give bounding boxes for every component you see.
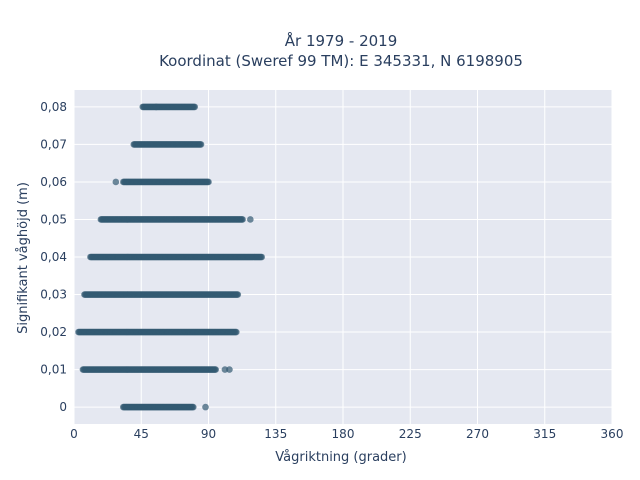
y-tick-label: 0,06 bbox=[40, 175, 67, 189]
data-point bbox=[191, 103, 199, 111]
point-row bbox=[81, 291, 242, 298]
x-axis-title: Vågriktning (grader) bbox=[275, 450, 406, 465]
y-tick-label: 0,02 bbox=[40, 325, 67, 339]
data-point bbox=[258, 253, 266, 261]
data-point bbox=[202, 403, 209, 411]
data-point bbox=[212, 366, 219, 373]
x-tick-label: 270 bbox=[466, 427, 489, 441]
x-tick-label: 0 bbox=[70, 427, 78, 441]
data-point bbox=[233, 328, 240, 336]
data-points bbox=[75, 103, 266, 411]
data-point bbox=[234, 291, 242, 298]
x-tick-label: 45 bbox=[134, 427, 149, 441]
data-point bbox=[152, 103, 160, 111]
y-tick-label: 0,05 bbox=[40, 212, 67, 226]
point-row bbox=[120, 403, 209, 411]
y-tick-labels: 0 0,01 0,02 0,03 0,04 0,05 0,06 0,07 0,08 bbox=[40, 100, 67, 414]
chart-title-line1: År 1979 - 2019 bbox=[285, 31, 398, 50]
point-row bbox=[139, 103, 199, 111]
data-point bbox=[112, 178, 120, 186]
data-point bbox=[226, 366, 233, 373]
x-tick-label: 315 bbox=[533, 427, 556, 441]
x-tick-label: 360 bbox=[601, 427, 624, 441]
x-tick-labels: 0 45 90 135 180 225 270 315 360 bbox=[70, 427, 623, 441]
y-tick-label: 0,04 bbox=[40, 250, 67, 264]
data-point bbox=[205, 178, 212, 186]
data-point bbox=[247, 216, 254, 223]
x-tick-label: 225 bbox=[399, 427, 422, 441]
x-tick-label: 90 bbox=[201, 427, 216, 441]
y-tick-label: 0,07 bbox=[40, 137, 67, 151]
data-point bbox=[189, 403, 197, 411]
point-row bbox=[75, 328, 240, 336]
point-row bbox=[97, 216, 254, 223]
x-tick-label: 135 bbox=[264, 427, 287, 441]
data-point bbox=[197, 141, 205, 148]
point-row bbox=[87, 253, 266, 261]
y-axis-title: Signifikant våghöjd (m) bbox=[16, 182, 31, 334]
point-row bbox=[112, 178, 212, 186]
chart-title-line2: Koordinat (Sweref 99 TM): E 345331, N 61… bbox=[159, 52, 523, 70]
point-row bbox=[79, 366, 233, 373]
y-tick-label: 0,08 bbox=[40, 100, 67, 114]
x-tick-label: 180 bbox=[332, 427, 355, 441]
y-tick-label: 0,03 bbox=[40, 288, 67, 302]
point-row bbox=[130, 141, 205, 148]
data-point bbox=[239, 216, 246, 223]
y-tick-label: 0 bbox=[59, 400, 67, 414]
y-tick-label: 0,01 bbox=[40, 363, 67, 377]
